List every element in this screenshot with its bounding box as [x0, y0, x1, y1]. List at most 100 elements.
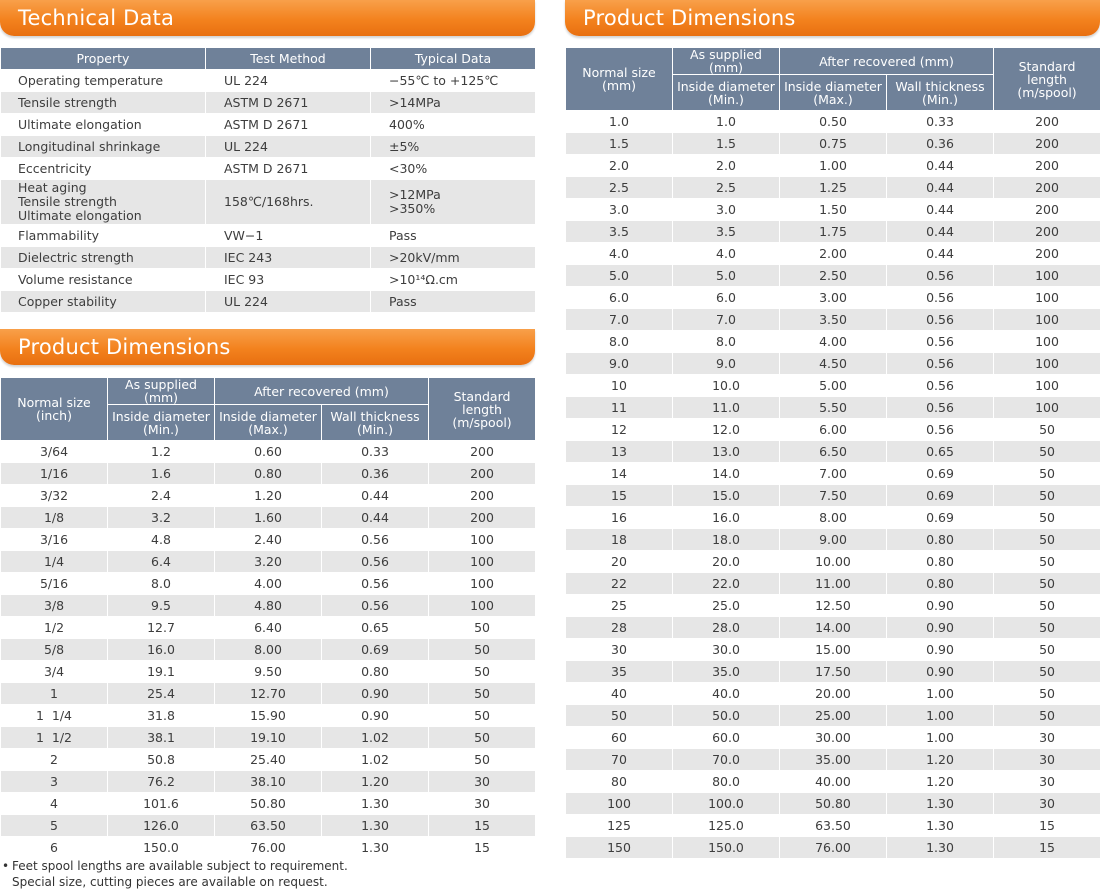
standard-length-cell: 50 — [428, 638, 537, 661]
normal-size-cell: 2 — [0, 748, 108, 771]
standard-length-cell: 50 — [993, 682, 1100, 705]
inside-diameter-max-cell: 3.20 — [214, 550, 322, 573]
inside-diameter-max-cell: 4.00 — [214, 572, 322, 595]
standard-length-cell: 50 — [993, 550, 1100, 573]
standard-length-cell: 200 — [993, 198, 1100, 221]
wall-thickness-min-cell: 0.44 — [885, 154, 995, 177]
property-cell: Copper stability — [0, 290, 206, 313]
typical-data-cell: <30% — [370, 157, 536, 180]
technical-data-table: Property Test Method Typical Data Operat… — [0, 47, 536, 313]
standard-length-cell: 50 — [993, 704, 1100, 727]
standard-length-cell: 30 — [428, 770, 537, 793]
table-row: Volume resistance IEC 93 >10¹⁴Ω.cm — [0, 268, 536, 291]
wall-thickness-min-cell: 0.56 — [885, 330, 995, 353]
header-standard-length: Standard length (m/spool) — [993, 47, 1100, 111]
standard-length-cell: 50 — [993, 616, 1100, 639]
inside-diameter-min-cell: 31.8 — [107, 704, 215, 727]
table-row: 3.5 3.5 1.75 0.44 200 — [565, 220, 1100, 243]
inside-diameter-max-cell: 76.00 — [779, 836, 887, 859]
wall-thickness-min-cell: 1.00 — [885, 682, 995, 705]
table-row: Eccentricity ASTM D 2671 <30% — [0, 157, 536, 180]
column-header-typical-data: Typical Data — [370, 47, 536, 70]
normal-size-cell: 125 — [565, 814, 673, 837]
inside-diameter-min-cell: 19.1 — [107, 660, 215, 683]
test-method-cell: UL 224 — [205, 135, 371, 158]
standard-length-cell: 50 — [428, 704, 537, 727]
inside-diameter-max-cell: 17.50 — [779, 660, 887, 683]
standard-length-cell: 200 — [993, 176, 1100, 199]
wall-thickness-min-cell: 0.44 — [885, 220, 995, 243]
normal-size-cell: 150 — [565, 836, 673, 859]
table-row: 1.0 1.0 0.50 0.33 200 — [565, 110, 1100, 133]
inside-diameter-max-cell: 6.00 — [779, 418, 887, 441]
header-as-supplied: As supplied (mm) — [107, 377, 215, 405]
standard-length-cell: 50 — [993, 572, 1100, 595]
inside-diameter-min-cell: 125.0 — [672, 814, 780, 837]
inside-diameter-min-cell: 12.7 — [107, 616, 215, 639]
normal-size-cell: 10 — [565, 374, 673, 397]
table-row: 2 50.8 25.40 1.02 50 — [0, 748, 537, 771]
property-cell: Ultimate elongation — [0, 113, 206, 136]
table-row: 5/16 8.0 4.00 0.56 100 — [0, 572, 537, 595]
wall-thickness-min-cell: 0.69 — [885, 462, 995, 485]
test-method-cell: UL 224 — [205, 290, 371, 313]
inside-diameter-min-cell: 80.0 — [672, 770, 780, 793]
table-row: 1 25.4 12.70 0.90 50 — [0, 682, 537, 705]
standard-length-cell: 200 — [993, 154, 1100, 177]
table-row: 6.0 6.0 3.00 0.56 100 — [565, 286, 1100, 309]
table-row: 1/4 6.4 3.20 0.56 100 — [0, 550, 537, 573]
normal-size-cell: 6.0 — [565, 286, 673, 309]
standard-length-cell: 200 — [428, 506, 537, 529]
inside-diameter-max-cell: 38.10 — [214, 770, 322, 793]
table-row: 25 25.0 12.50 0.90 50 — [565, 594, 1100, 617]
inside-diameter-min-cell: 2.0 — [672, 154, 780, 177]
wall-thickness-min-cell: 0.80 — [885, 528, 995, 551]
table-row: 150 150.0 76.00 1.30 15 — [565, 836, 1100, 859]
table-row: 15 15.0 7.50 0.69 50 — [565, 484, 1100, 507]
inside-diameter-max-cell: 11.00 — [779, 572, 887, 595]
inside-diameter-max-cell: 76.00 — [214, 836, 322, 859]
inside-diameter-min-cell: 1.2 — [107, 440, 215, 463]
inside-diameter-min-cell: 3.5 — [672, 220, 780, 243]
table-row: Ultimate elongation ASTM D 2671 400% — [0, 113, 536, 136]
inside-diameter-max-cell: 7.00 — [779, 462, 887, 485]
table-row: 5.0 5.0 2.50 0.56 100 — [565, 264, 1100, 287]
inside-diameter-min-cell: 3.0 — [672, 198, 780, 221]
inside-diameter-max-cell: 8.00 — [214, 638, 322, 661]
table-row: 3 76.2 38.10 1.20 30 — [0, 770, 537, 793]
inside-diameter-max-cell: 3.50 — [779, 308, 887, 331]
table-row: 7.0 7.0 3.50 0.56 100 — [565, 308, 1100, 331]
inside-diameter-max-cell: 10.00 — [779, 550, 887, 573]
normal-size-cell: 2.0 — [565, 154, 673, 177]
test-method-cell: ASTM D 2671 — [205, 91, 371, 114]
standard-length-cell: 15 — [993, 814, 1100, 837]
table-row: 11 11.0 5.50 0.56 100 — [565, 396, 1100, 419]
inside-diameter-max-cell: 8.00 — [779, 506, 887, 529]
table-row: 8.0 8.0 4.00 0.56 100 — [565, 330, 1100, 353]
inside-diameter-min-cell: 50.0 — [672, 704, 780, 727]
normal-size-cell: 4.0 — [565, 242, 673, 265]
wall-thickness-min-cell: 0.44 — [885, 198, 995, 221]
footnote-line-2: Special size, cutting pieces are availab… — [12, 875, 328, 889]
normal-size-cell: 5 — [0, 814, 108, 837]
inside-diameter-min-cell: 1.0 — [672, 110, 780, 133]
normal-size-cell: 7.0 — [565, 308, 673, 331]
inside-diameter-max-cell: 0.50 — [779, 110, 887, 133]
wall-thickness-min-cell: 1.02 — [320, 748, 430, 771]
standard-length-cell: 200 — [993, 110, 1100, 133]
inside-diameter-min-cell: 150.0 — [107, 836, 215, 859]
table-row: 13 13.0 6.50 0.65 50 — [565, 440, 1100, 463]
inside-diameter-min-cell: 101.6 — [107, 792, 215, 815]
inside-diameter-max-cell: 25.40 — [214, 748, 322, 771]
normal-size-cell: 1/4 — [0, 550, 108, 573]
standard-length-cell: 200 — [993, 132, 1100, 155]
table-row: 4 101.6 50.80 1.30 30 — [0, 792, 537, 815]
inside-diameter-max-cell: 14.00 — [779, 616, 887, 639]
header-after-recovered: After recovered (mm) — [778, 47, 995, 75]
typical-data-cell: >10¹⁴Ω.cm — [370, 268, 536, 291]
table-row: 100 100.0 50.80 1.30 30 — [565, 792, 1100, 815]
normal-size-cell: 9.0 — [565, 352, 673, 375]
wall-thickness-min-cell: 0.69 — [320, 638, 430, 661]
column-header-property: Property — [0, 47, 206, 70]
table-row: Heat aging Tensile strength Ultimate elo… — [0, 179, 536, 225]
